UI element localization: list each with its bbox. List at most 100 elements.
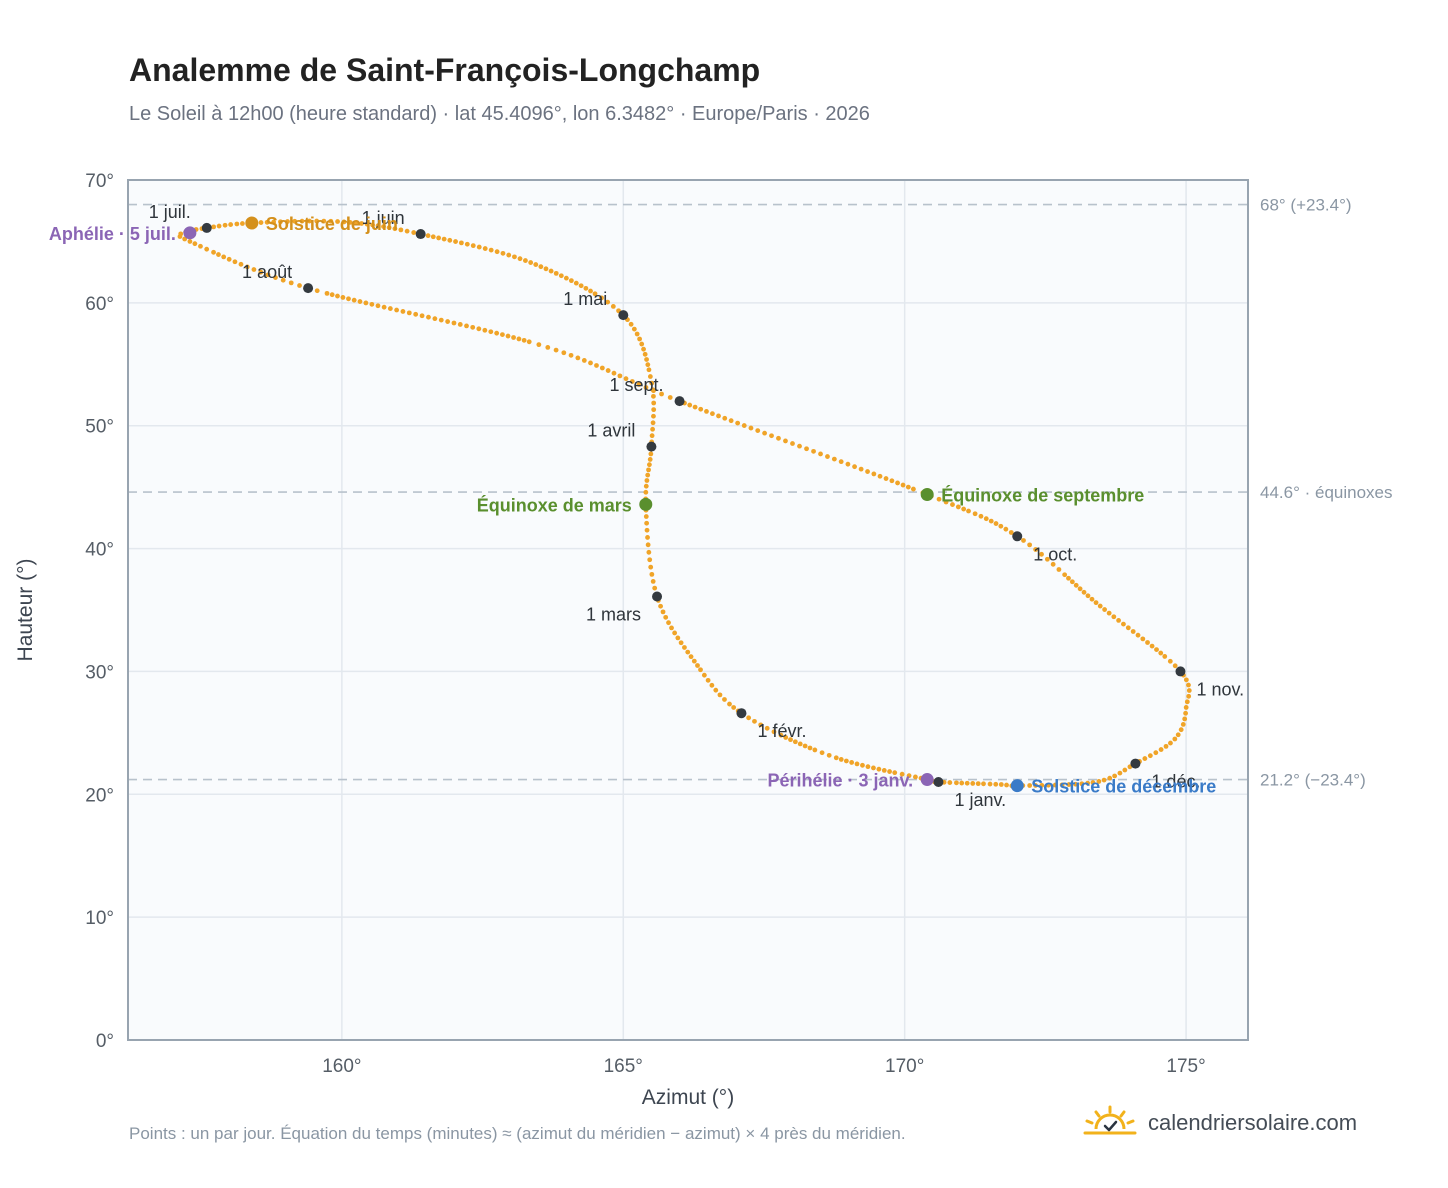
daily-sun-point [905, 484, 911, 490]
month-marker-label: 1 juil. [149, 202, 191, 222]
daily-sun-point [812, 747, 818, 753]
daily-sun-point [1039, 782, 1045, 788]
event-label: Aphélie · 5 juil. [49, 224, 176, 244]
daily-sun-point [297, 283, 302, 288]
daily-sun-point [1044, 556, 1050, 562]
daily-sun-point [610, 303, 616, 309]
daily-sun-point [482, 246, 488, 251]
daily-sun-point [649, 571, 655, 577]
y-tick-label: 40° [85, 540, 114, 561]
daily-sun-point [192, 241, 198, 247]
daily-sun-point [705, 677, 711, 683]
daily-sun-point [364, 221, 370, 227]
daily-sun-point [1158, 650, 1164, 656]
daily-sun-point [528, 260, 534, 265]
daily-sun-point [187, 239, 193, 244]
daily-sun-point [881, 768, 887, 773]
daily-sun-point [771, 729, 777, 735]
daily-sun-point [672, 630, 678, 636]
daily-sun-point [660, 609, 666, 615]
daily-sun-point [568, 278, 574, 284]
daily-sun-point [1183, 677, 1189, 683]
daily-sun-point [645, 535, 650, 540]
analemma-curve [177, 218, 1192, 789]
daily-sun-point [764, 725, 770, 731]
month-marker [1130, 758, 1141, 769]
daily-sun-point [413, 311, 419, 317]
daily-sun-point [271, 219, 277, 225]
daily-sun-point [987, 781, 993, 787]
brand-name: calendriersolaire.com [1148, 1110, 1358, 1135]
daily-sun-point [698, 406, 704, 412]
daily-sun-point [636, 382, 642, 387]
daily-sun-point [482, 327, 488, 333]
daily-sun-point [644, 520, 650, 526]
reference-line-label: 44.6° · équinoxes [1260, 483, 1393, 502]
daily-sun-point [966, 508, 971, 514]
daily-sun-point [843, 758, 849, 764]
daily-sun-point [353, 220, 359, 226]
daily-sun-point [211, 249, 216, 255]
y-tick-label: 0° [96, 1031, 114, 1052]
daily-sun-point [292, 218, 298, 224]
y-tick-label: 20° [85, 785, 114, 806]
daily-sun-point [488, 247, 494, 253]
daily-sun-point [860, 762, 865, 768]
daily-sun-point [1183, 705, 1189, 710]
month-marker-label: 1 oct. [1033, 544, 1077, 564]
daily-sun-point [658, 603, 663, 609]
daily-sun-point [645, 362, 651, 368]
daily-sun-point [321, 218, 327, 224]
daily-sun-point [685, 649, 691, 655]
daily-sun-point [838, 459, 844, 465]
daily-sun-point [1073, 582, 1079, 588]
daily-sun-point [500, 332, 505, 338]
x-tick-label: 165° [604, 1056, 643, 1077]
daily-sun-point [548, 268, 554, 274]
daily-sun-point [1106, 610, 1112, 616]
daily-sun-point [1077, 586, 1083, 592]
daily-sun-point [651, 400, 657, 406]
daily-sun-point [1062, 572, 1068, 578]
daily-sun-point [1175, 732, 1181, 738]
daily-sun-point [637, 336, 643, 342]
daily-sun-point [643, 514, 649, 519]
daily-sun-point [975, 781, 981, 787]
daily-sun-point [545, 345, 551, 350]
daily-sun-point [667, 395, 673, 400]
daily-sun-point [1039, 551, 1044, 557]
daily-sun-point [865, 469, 870, 474]
daily-sun-point [1066, 575, 1071, 581]
daily-sun-point [755, 428, 761, 433]
daily-sun-point [599, 295, 604, 301]
month-marker-label: 1 sept. [610, 375, 664, 395]
daily-sun-point [324, 290, 330, 296]
daily-sun-point [955, 504, 961, 510]
daily-sun-point [883, 476, 889, 481]
daily-sun-point [998, 523, 1004, 529]
daily-sun-point [748, 425, 754, 431]
daily-sun-point [605, 299, 611, 305]
daily-sun-point [1130, 629, 1136, 634]
daily-sun-point [1069, 579, 1075, 585]
event-label: Périhélie · 3 janv. [767, 771, 913, 791]
daily-sun-point [1116, 618, 1121, 623]
daily-sun-point [731, 705, 737, 710]
daily-sun-point [650, 387, 656, 393]
daily-sun-point [663, 614, 669, 620]
daily-sun-point [506, 252, 512, 258]
daily-sun-point [852, 464, 857, 470]
daily-sun-point [1186, 688, 1192, 693]
daily-sun-point [981, 781, 986, 787]
daily-sun-point [273, 275, 278, 280]
brand[interactable]: calendriersolaire.com [1082, 1101, 1357, 1145]
daily-sun-point [419, 313, 425, 319]
daily-sun-point [240, 221, 245, 226]
daily-sun-point [381, 304, 387, 310]
daily-sun-point [854, 761, 860, 767]
daily-sun-point [575, 355, 581, 361]
daily-sun-point [394, 307, 400, 313]
daily-sun-point [226, 256, 232, 262]
daily-sun-point [521, 337, 527, 343]
daily-sun-point [340, 295, 346, 300]
